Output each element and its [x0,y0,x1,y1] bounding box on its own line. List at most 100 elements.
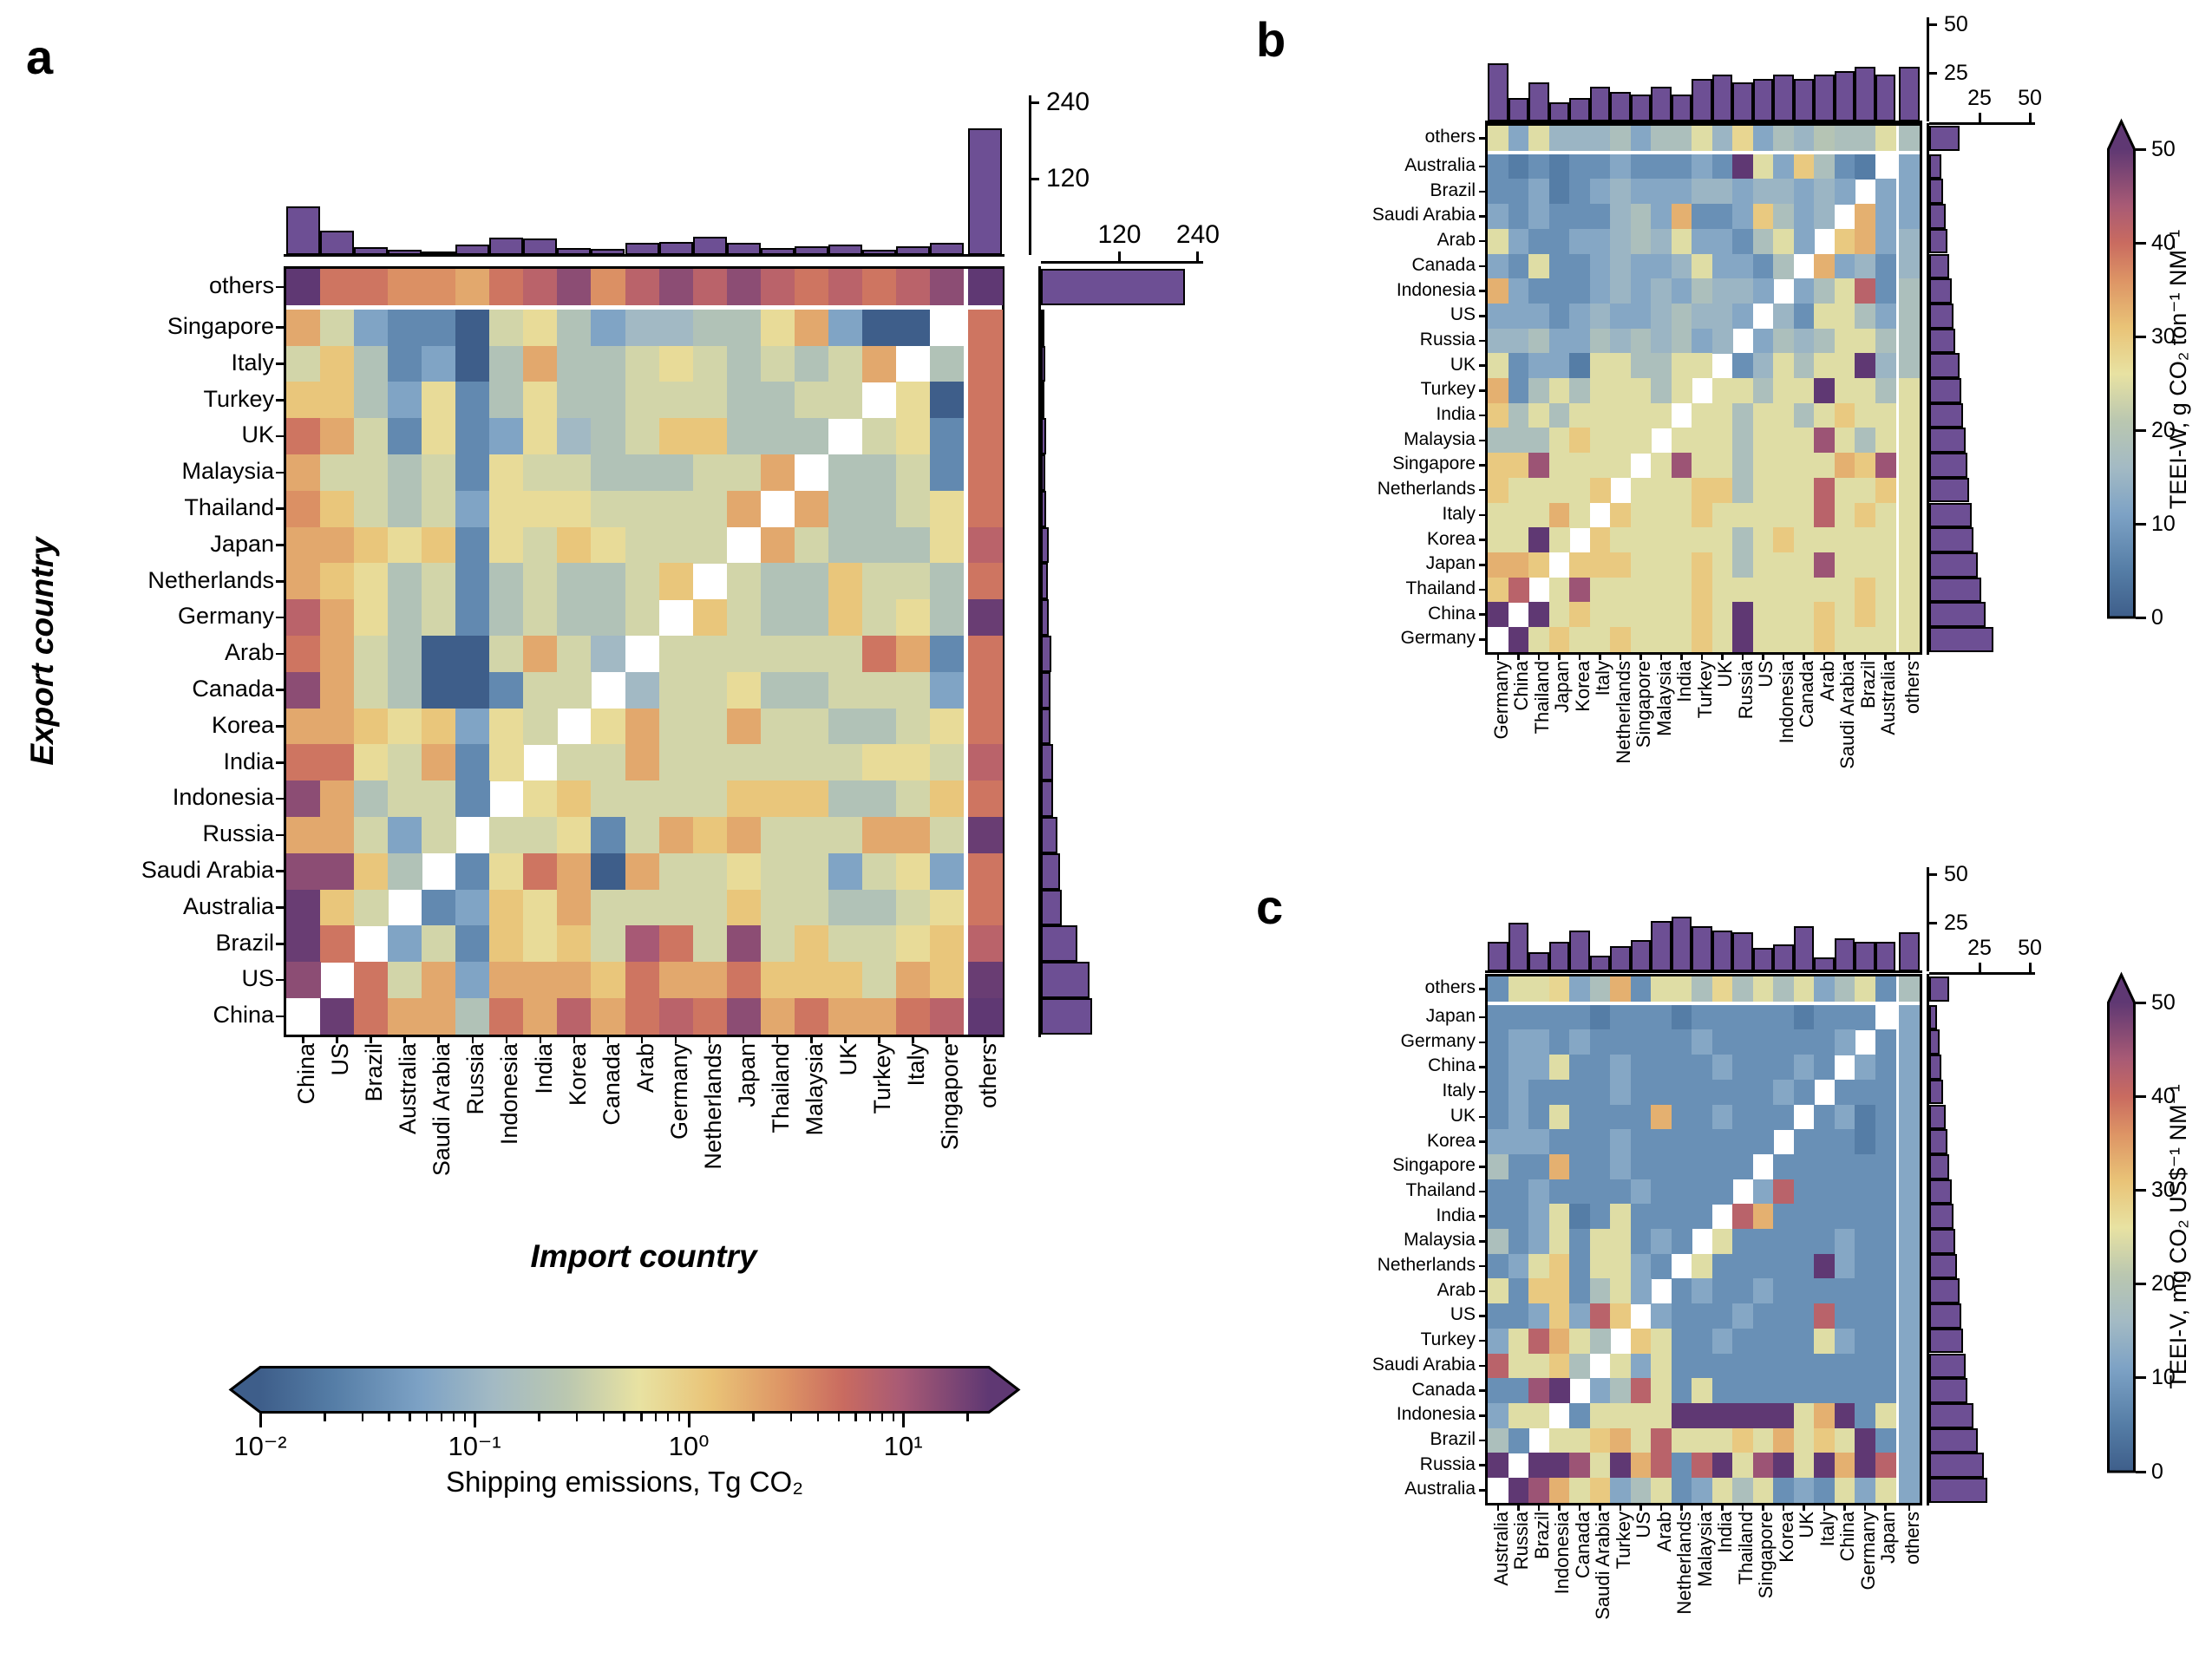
heatmap-c-cell [1855,1402,1875,1429]
heatmap-b-cell [1814,204,1835,230]
heatmap-c-cell [1875,1402,1896,1429]
heatmap-b-cell [1630,353,1652,379]
heatmap-b-cell [1488,577,1508,603]
x-tick-a [336,1035,338,1043]
heatmap-b-cell [1814,278,1835,304]
heatmap-a-cell [286,418,321,455]
heatmap-b-cell [1651,278,1672,304]
row-label-a: Germany [177,603,274,630]
heatmap-b-cell [1651,179,1672,205]
heatmap-c-cell [1528,1478,1549,1504]
heatmap-c-cell [1875,1029,1896,1055]
heatmap-b-cell [1732,627,1753,653]
heatmap-a-cell [895,269,931,306]
row-label-b: Singapore [1392,454,1476,474]
right-hist-bar-c [1929,1029,1940,1055]
right-hist-bar-a [1041,382,1044,419]
heatmap-a-cell [489,708,524,745]
heatmap-b-cell [1508,627,1529,653]
heatmap-c-cell [1630,1253,1652,1279]
row-label-a: Netherlands [147,566,274,593]
x-tick-a [437,1035,440,1043]
heatmap-a-cell [692,309,728,347]
heatmap-a-cell [489,817,524,854]
heatmap-c-cell [1488,1427,1508,1453]
heatmap-c-cell [1814,976,1835,1003]
heatmap-b-cell [1488,179,1508,205]
row-label-c: Thailand [1405,1179,1476,1200]
heatmap-a-cell [895,780,931,818]
right-hist-bar-a [1041,889,1063,926]
top-hist-scale-tick-b [1927,23,1937,26]
heatmap-c-cell [1589,1378,1611,1404]
heatmap-a-cell [320,889,355,926]
heatmap-a-cell [591,563,625,600]
heatmap-a-cell [929,671,965,709]
row-label-c: others [1424,977,1476,998]
heatmap-a-cell [523,998,558,1035]
right-hist-bar-b [1929,552,1978,578]
heatmap-b-cell [1711,627,1733,653]
x-tick-a [505,1035,508,1043]
heatmap-b-cell [1610,602,1631,628]
x-tick-c [1517,1503,1520,1511]
heatmap-c-cell [1488,1004,1508,1030]
heatmap-b-cell [1589,179,1611,205]
heatmap-a-cell [968,309,1003,347]
heatmap-b-cell [1899,179,1920,205]
heatmap-c-cell [1508,1129,1529,1155]
heatmap-c-cell [1814,1378,1835,1404]
heatmap-a-cell [929,563,965,600]
heatmap-c-cell [1834,1303,1855,1329]
heatmap-c-cell [1548,1453,1570,1479]
top-hist-bar-c [1732,932,1753,971]
heatmap-b-cell [1732,602,1753,628]
heatmap-b-cell [1793,179,1815,205]
y-tick-c [1479,1090,1485,1094]
heatmap-b-cell [1569,428,1590,454]
row-label-b: China [1428,603,1476,624]
heatmap-c-cell [1752,1029,1774,1055]
heatmap-b-cell [1875,428,1896,454]
row-label-b: others [1424,127,1476,147]
y-tick-b [1479,613,1485,616]
heatmap-b-cell [1692,627,1712,653]
heatmap-a-cell [422,382,456,419]
heatmap-a-cell [794,962,829,999]
colorbar-b-tick-label: 0 [2151,604,2163,630]
heatmap-c-cell [1589,1104,1611,1130]
col-label-a: Indonesia [496,1042,523,1145]
heatmap-b-cell [1610,278,1631,304]
heatmap-c-cell [1752,1378,1774,1404]
heatmap-a-cell [895,636,931,673]
x-tick-c [1700,1503,1703,1511]
heatmap-c-cell [1711,976,1733,1003]
heatmap-b-cell [1752,477,1774,503]
heatmap-b-cell [1548,502,1570,528]
heatmap-b-cell [1875,552,1896,578]
row-label-c: Turkey [1420,1329,1476,1350]
colorbar-a-minor-tick [602,1414,605,1421]
top-hist-bar-b [1589,86,1610,121]
col-label-b: Singapore [1633,660,1654,748]
heatmap-b-cell [1773,527,1794,553]
heatmap-c-cell [1899,1303,1920,1329]
heatmap-c-cell [1899,1427,1920,1453]
heatmap-a-cell [523,269,558,306]
colorbar-a-minor-tick [868,1414,872,1421]
heatmap-b-cell [1899,204,1920,230]
heatmap-c-cell [1528,1179,1549,1205]
heatmap-b-cell [1671,278,1692,304]
heatmap-b-cell [1773,627,1794,653]
heatmap-a-cell [591,599,625,637]
heatmap-b-cell [1508,402,1529,428]
heatmap-b-cell [1834,228,1855,254]
heatmap-b-cell [1834,378,1855,404]
heatmap-a-cell [760,962,795,999]
heatmap-b-cell [1855,353,1875,379]
heatmap-b-cell [1692,126,1712,152]
heatmap-a-cell [968,454,1003,492]
heatmap-a-cell [794,852,829,891]
heatmap-c-cell [1671,1129,1692,1155]
heatmap-b-cell [1589,328,1611,354]
